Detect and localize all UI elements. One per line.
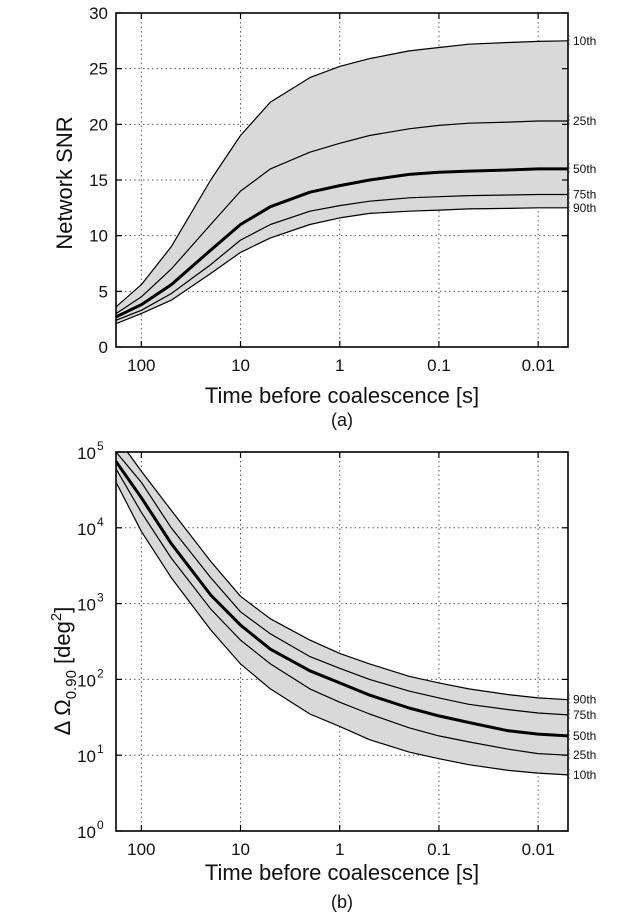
- panel-b-series-lines: [116, 452, 568, 776]
- panel-b-shaded-band: [116, 452, 568, 775]
- panel-a-y-axis-label: Network SNR: [52, 116, 77, 249]
- series-label-10th: 10th: [573, 768, 596, 782]
- series-line-50th: [116, 460, 568, 738]
- series-line-75th: [116, 193, 568, 321]
- y-tick-exponent: 1: [97, 742, 104, 756]
- panel-b-caption: (b): [331, 892, 353, 912]
- series-label-75th: 75th: [573, 187, 596, 201]
- panel-a-x-axis-label: Time before coalescence [s]: [205, 383, 479, 408]
- series-line-10th: [116, 40, 568, 308]
- y-tick-label: 25: [89, 60, 108, 79]
- y-tick-label: 10: [77, 823, 96, 842]
- series-line-25th: [116, 120, 568, 315]
- y-tick-label: 10: [77, 671, 96, 690]
- y-tick-label: 30: [89, 4, 108, 23]
- panel-b-axes-frame: [115, 451, 569, 832]
- series-label-50th: 50th: [573, 162, 596, 176]
- x-tick-label: 100: [127, 840, 155, 859]
- series-label-25th: 25th: [573, 114, 596, 128]
- x-tick-label: 0.01: [522, 356, 555, 375]
- x-tick-label: 100: [127, 356, 155, 375]
- panel-a-snr-chart: 100 10 1 0.1 0.01 0 5 10 15 20 25 30 10th 25th 50th 7…: [52, 4, 596, 430]
- x-tick-label: 0.01: [522, 840, 555, 859]
- y-tick-label: 5: [99, 282, 108, 301]
- series-line-50th: [116, 167, 568, 319]
- y-tick-label: 0: [99, 338, 108, 357]
- panel-b-tick-marks: [116, 451, 568, 832]
- panel-b-x-axis-label: Time before coalescence [s]: [205, 860, 479, 885]
- x-tick-label: 1: [335, 356, 344, 375]
- y-tick-exponent: 3: [97, 591, 104, 605]
- series-label-90th: 90th: [573, 693, 596, 707]
- y-tick-exponent: 0: [97, 818, 104, 832]
- series-line-25th: [116, 468, 568, 756]
- series-label-10th: 10th: [573, 34, 596, 48]
- y-tick-label: 10: [77, 596, 96, 615]
- series-label-25th: 25th: [573, 748, 596, 762]
- panel-b-y-axis-label: Δ Ω0.90 [deg2]: [48, 607, 80, 736]
- series-label-50th: 50th: [573, 729, 596, 743]
- y-tick-label: 15: [89, 171, 108, 190]
- panel-b-x-tick-labels: 100 10 1 0.1 0.01: [127, 840, 555, 859]
- series-line-90th: [116, 207, 568, 325]
- percentile-band-fill: [116, 40, 568, 324]
- panel-a-tick-marks: [116, 12, 568, 348]
- series-line-90th: [126, 452, 568, 701]
- panel-a-caption: (a): [331, 410, 353, 430]
- series-line-10th: [116, 481, 568, 776]
- percentile-band-fill: [116, 452, 568, 775]
- panel-b-plot-area: [116, 452, 568, 831]
- y-tick-label: 10: [77, 747, 96, 766]
- x-tick-label: 1: [335, 840, 344, 859]
- panel-a-shaded-band: [116, 40, 568, 324]
- y-tick-exponent: 5: [97, 439, 104, 453]
- series-label-90th: 90th: [573, 201, 596, 215]
- x-tick-label: 10: [231, 356, 250, 375]
- y-tick-label: 10: [89, 227, 108, 246]
- x-tick-label: 0.1: [427, 840, 451, 859]
- x-tick-label: 10: [231, 840, 250, 859]
- series-label-75th: 75th: [573, 708, 596, 722]
- y-tick-label: 10: [77, 520, 96, 539]
- panel-a-series-lines: [116, 40, 568, 325]
- series-line-75th: [116, 452, 568, 716]
- panel-a-y-tick-labels: 0 5 10 15 20 25 30: [89, 4, 108, 357]
- panel-a-x-tick-labels: 100 10 1 0.1 0.01: [127, 356, 555, 375]
- y-tick-label: 20: [89, 115, 108, 134]
- y-tick-exponent: 2: [97, 666, 104, 680]
- x-tick-label: 0.1: [427, 356, 451, 375]
- y-tick-label: 10: [77, 444, 96, 463]
- y-tick-exponent: 4: [97, 515, 104, 529]
